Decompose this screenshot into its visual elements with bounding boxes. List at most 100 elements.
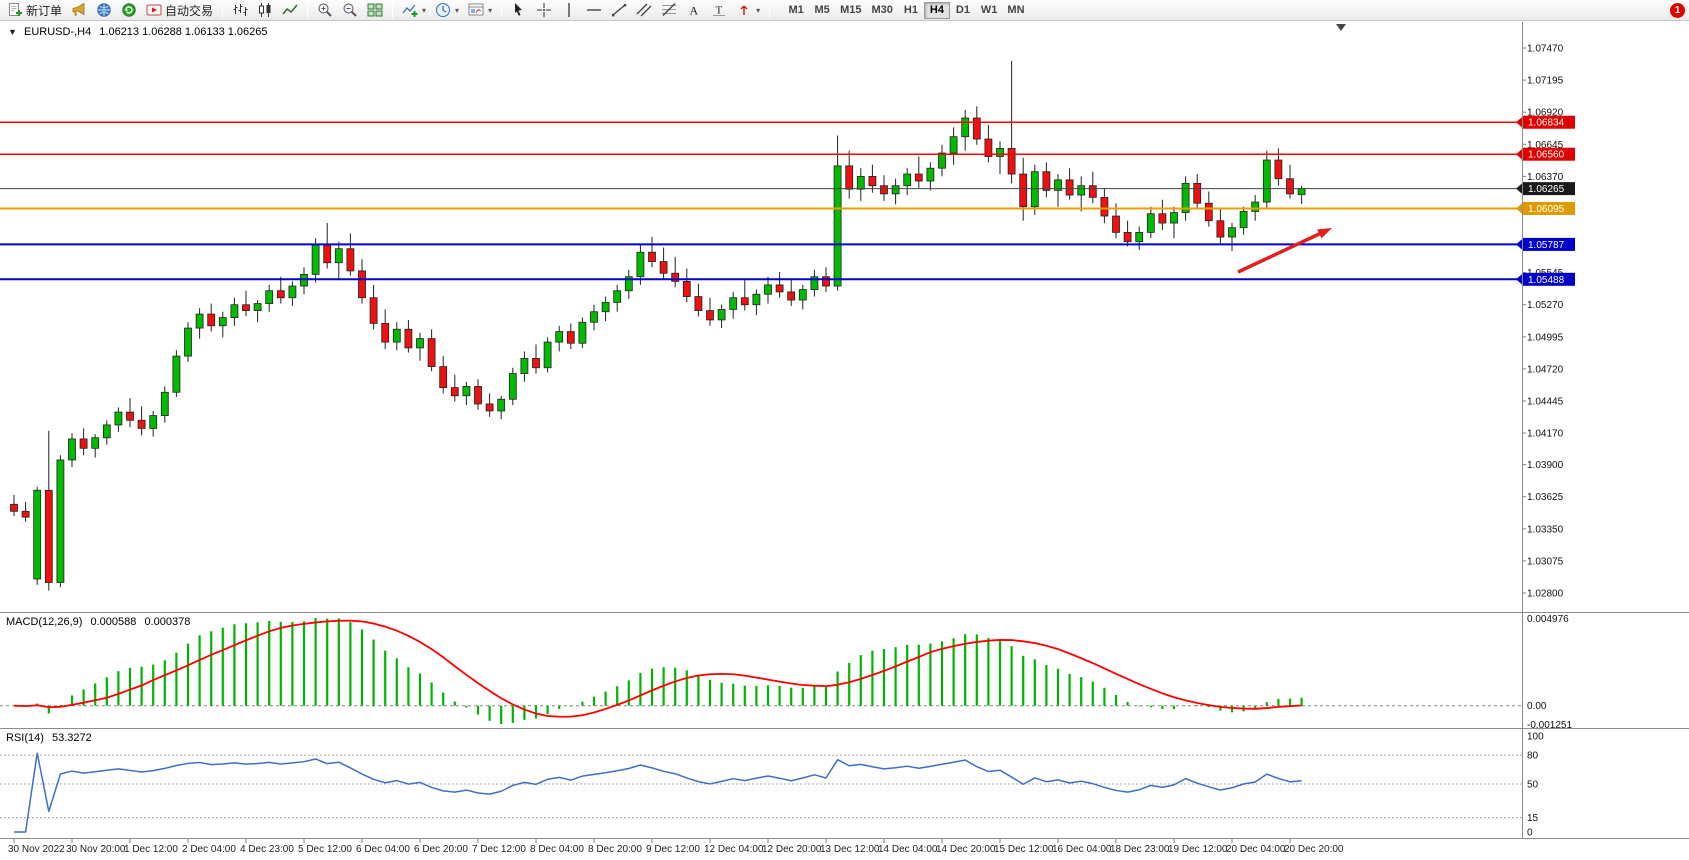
price-badge-pointer (1516, 202, 1523, 215)
time-label: 30 Nov 20:00 (66, 844, 126, 855)
bull-candle (416, 338, 424, 349)
bull-candle (68, 438, 76, 461)
refresh-icon (122, 3, 136, 17)
bear-candle (44, 489, 53, 583)
cursor-tool-button[interactable] (507, 1, 531, 20)
price-tick-label: 1.04445 (1527, 397, 1564, 408)
text-tool-button[interactable]: A (682, 1, 706, 20)
bull-candle (462, 386, 471, 397)
bear-candle (346, 248, 355, 272)
timeframe-m1[interactable]: M1 (783, 2, 809, 19)
time-label: 12 Dec 04:00 (704, 844, 764, 855)
time-label: 16 Dec 04:00 (1052, 844, 1112, 855)
bull-candle (1297, 188, 1306, 196)
rsi-scale-label: 100 (1527, 732, 1544, 743)
trendline-tool-button[interactable] (607, 1, 631, 20)
bull-candle (1077, 185, 1086, 196)
auto-trading-icon (146, 4, 162, 16)
candle-chart-icon (259, 3, 271, 17)
zoom-in-button[interactable] (313, 1, 337, 20)
price-tick-label: 1.06645 (1527, 140, 1564, 151)
templates-button[interactable]: ▾ (464, 1, 496, 20)
bull-candle (729, 297, 738, 310)
notification-badge[interactable]: 1 (1670, 3, 1685, 18)
bull-candle (253, 303, 262, 311)
new-order-button[interactable]: 新订单 (3, 1, 66, 20)
bear-candle (1286, 178, 1294, 195)
trend-arrow-line[interactable] (1237, 230, 1324, 274)
indicators-button[interactable]: ▾ (398, 1, 430, 20)
time-label: 2 Dec 04:00 (182, 844, 236, 855)
bull-candle (149, 415, 158, 429)
bull-candle (1146, 213, 1155, 233)
timeframe-group: M1 M5 M15 M30 H1 H4 D1 W1 MN (783, 1, 1029, 19)
horizontal-line-icon (587, 9, 602, 11)
rsi-scale-label: 15 (1527, 813, 1539, 824)
rsi-scale-label: 0 (1527, 828, 1533, 839)
time-label: 14 Dec 20:00 (936, 844, 996, 855)
price-badge (1523, 201, 1575, 215)
timeframe-h4[interactable]: H4 (923, 1, 950, 19)
auto-trading-label: 自动交易 (165, 3, 214, 18)
bull-candle (1170, 212, 1178, 224)
line-chart-button[interactable] (278, 1, 302, 20)
bull-candle (1135, 231, 1144, 243)
bull-candle (184, 327, 192, 357)
toolbar-separator (501, 2, 503, 18)
timeframe-m15[interactable]: M15 (835, 2, 866, 19)
bear-candle (972, 117, 981, 140)
price-tick-label: 1.03350 (1527, 524, 1564, 535)
horn-button[interactable] (67, 1, 91, 20)
auto-trading-button[interactable]: 自动交易 (142, 1, 217, 20)
timeframe-m30[interactable]: M30 (867, 2, 898, 19)
zoom-out-button[interactable] (338, 1, 362, 20)
bull-candle (1030, 171, 1039, 208)
timeframe-h1[interactable]: H1 (898, 2, 924, 19)
bear-candle (1204, 202, 1213, 222)
timeframe-d1[interactable]: D1 (950, 2, 976, 19)
channel-tool-button[interactable] (632, 1, 656, 20)
main-plot-area[interactable] (0, 22, 1522, 612)
rsi-value: 53.3272 (51, 732, 92, 744)
bear-candle (474, 386, 482, 405)
timeframe-mn[interactable]: MN (1002, 2, 1029, 19)
timeframe-m5[interactable]: M5 (809, 2, 835, 19)
timeframe-w1[interactable]: W1 (976, 2, 1003, 19)
bear-candle (694, 296, 703, 311)
crosshair-icon (537, 3, 552, 17)
time-label: 8 Dec 04:00 (530, 844, 584, 855)
fibonacci-tool-button[interactable] (657, 1, 681, 20)
price-badge-label: 1.05787 (1528, 240, 1565, 251)
bull-candle (311, 244, 320, 275)
one-click-trading-toggle[interactable]: ▼ (8, 27, 17, 37)
bar-chart-button[interactable] (228, 1, 252, 20)
time-axis-area[interactable] (0, 839, 1689, 860)
globe-button[interactable] (92, 1, 116, 20)
tile-windows-button[interactable] (363, 1, 387, 20)
time-label: 15 Dec 12:00 (994, 844, 1054, 855)
bull-candle (949, 136, 958, 154)
time-label: 5 Dec 12:00 (298, 844, 352, 855)
bull-candle (926, 167, 935, 182)
arrows-tool-button[interactable]: ▾ (732, 1, 764, 20)
bull-candle (102, 424, 111, 439)
bear-candle (358, 270, 366, 299)
bear-candle (914, 173, 923, 182)
zoom-out-icon (343, 3, 357, 17)
bear-candle (868, 175, 877, 187)
price-tick-label: 1.02800 (1527, 588, 1564, 599)
horizontal-line-tool-button[interactable] (582, 1, 606, 20)
crosshair-tool-button[interactable] (532, 1, 556, 20)
bull-candle (1239, 210, 1248, 229)
candle-chart-button[interactable] (253, 1, 277, 20)
cursor-icon (515, 3, 523, 16)
bull-candle (265, 290, 274, 304)
periods-button[interactable]: ▾ (431, 1, 463, 20)
time-label: 8 Dec 20:00 (588, 844, 642, 855)
refresh-button[interactable] (117, 1, 141, 20)
price-tick-label: 1.04995 (1527, 332, 1564, 343)
vertical-line-tool-button[interactable] (557, 1, 581, 20)
text-label-tool-button[interactable]: T (707, 1, 731, 20)
bear-candle (822, 276, 830, 287)
